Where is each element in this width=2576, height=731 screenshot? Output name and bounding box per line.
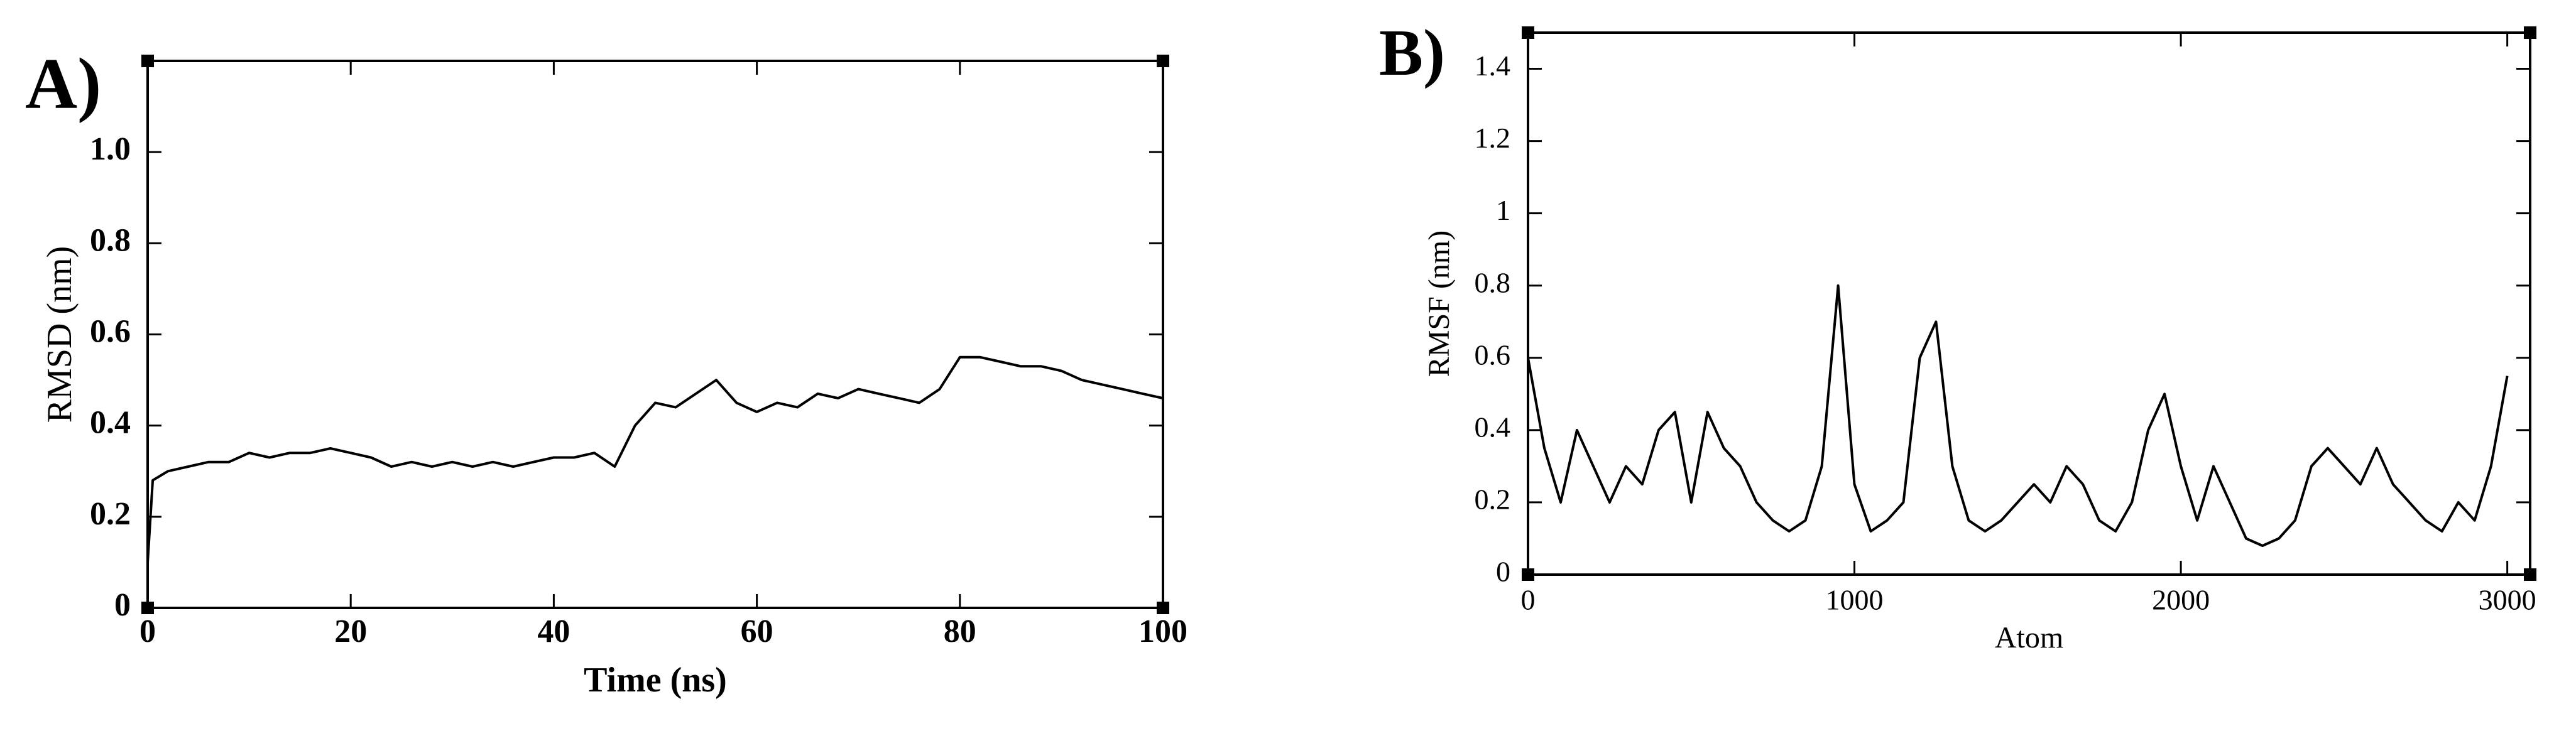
- y-tick-label: 1.0: [90, 131, 131, 167]
- x-axis-title: Time (ns): [584, 661, 727, 700]
- x-tick-label: 2000: [2152, 584, 2210, 616]
- corner-marker: [2524, 26, 2536, 39]
- y-tick-label: 1.4: [1475, 50, 1511, 82]
- y-tick-label: 1: [1496, 194, 1510, 226]
- y-tick-label: 1.2: [1475, 122, 1511, 154]
- x-tick-label: 80: [944, 614, 976, 649]
- data-line: [1527, 284, 2509, 547]
- y-tick-label: 0.2: [1475, 483, 1511, 515]
- panel-label: B): [1379, 16, 1445, 89]
- x-tick-label: 40: [537, 614, 570, 649]
- x-tick-label: 100: [1138, 614, 1187, 649]
- y-tick-label: 0.6: [90, 313, 131, 349]
- y-tick-label: 0.2: [90, 496, 131, 532]
- plot-frame: [146, 60, 1164, 609]
- y-tick-label: 0: [114, 587, 131, 623]
- y-tick-label: 0.4: [1475, 411, 1511, 443]
- x-tick-label: 1000: [1826, 584, 1884, 616]
- y-tick-label: 0: [1496, 556, 1510, 588]
- y-tick-label: 0.8: [1475, 266, 1511, 298]
- y-tick-label: 0.6: [1475, 338, 1511, 371]
- data-line: [146, 355, 1164, 563]
- y-tick-label: 0.4: [90, 405, 131, 441]
- panel-label: A): [25, 43, 101, 123]
- x-tick-label: 0: [139, 614, 156, 649]
- x-tick-label: 60: [741, 614, 773, 649]
- y-axis-title: RMSD (nm): [40, 246, 79, 423]
- x-tick-label: 0: [1521, 584, 1536, 616]
- x-tick-label: 3000: [2479, 584, 2536, 616]
- x-tick-label: 20: [334, 614, 367, 649]
- y-tick-label: 0.8: [90, 222, 131, 258]
- x-axis-title: Atom: [1995, 621, 2063, 654]
- plot-frame: [1527, 31, 2531, 576]
- y-axis-title: RMSF (nm): [1422, 230, 1456, 377]
